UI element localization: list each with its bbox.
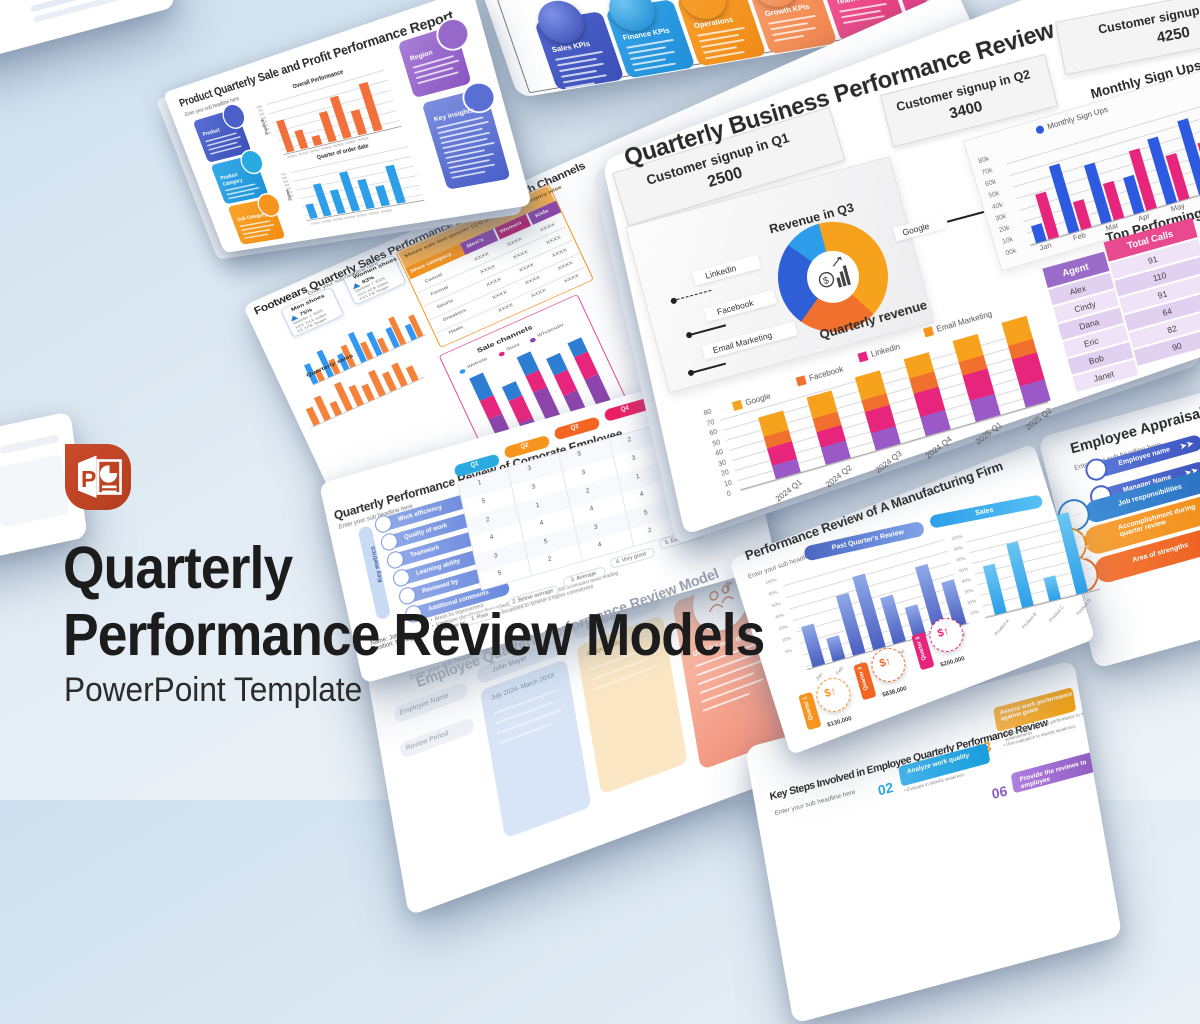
svg-text:$: $ [822,275,831,287]
svg-text:P: P [81,466,96,492]
